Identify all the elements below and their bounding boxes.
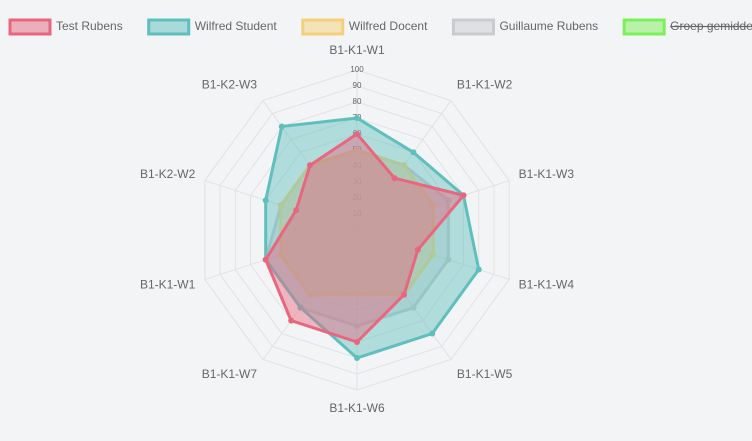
axis-label: B1-K2-W3	[202, 77, 258, 91]
data-point	[262, 256, 269, 263]
data-point	[354, 147, 360, 153]
data-point	[297, 304, 304, 311]
axis-label: B1-K1-W5	[457, 367, 513, 381]
data-point	[414, 246, 421, 253]
legend-swatch	[147, 18, 191, 36]
data-point	[278, 123, 285, 130]
data-point	[460, 192, 467, 199]
data-point	[262, 197, 269, 204]
data-point	[391, 175, 398, 182]
axis-label: B1-K1-W6	[329, 401, 385, 415]
legend-label: Wilfred Student	[195, 19, 278, 33]
legend-label: Test Rubens	[56, 19, 123, 33]
data-point	[410, 149, 417, 156]
data-point	[475, 266, 482, 273]
data-point	[354, 355, 360, 361]
legend-item[interactable]: Wilfred Docent	[301, 18, 428, 36]
axis-label: B1-K1-W7	[202, 367, 258, 381]
data-point	[293, 207, 300, 214]
data-point	[401, 291, 408, 298]
axis-label: B1-K1-W3	[519, 167, 575, 181]
tick-label: 80	[353, 97, 362, 106]
legend-swatch	[8, 18, 52, 36]
axis-label: B1-K1-W4	[519, 277, 575, 291]
axis-label: B1-K1-W2	[457, 77, 513, 91]
legend-item[interactable]: Test Rubens	[8, 18, 123, 36]
data-point	[401, 162, 408, 169]
data-point	[354, 131, 360, 137]
data-point	[354, 291, 360, 297]
data-point	[430, 202, 437, 209]
data-point	[445, 197, 452, 204]
legend-swatch	[451, 18, 495, 36]
tick-label: 40	[353, 161, 362, 170]
tick-label: 30	[353, 177, 362, 186]
data-point	[410, 304, 417, 311]
tick-label: 20	[353, 193, 362, 202]
tick-label: 100	[350, 65, 364, 74]
legend-label: Guillaume Rubens	[499, 19, 598, 33]
legend-item[interactable]: Wilfred Student	[147, 18, 278, 36]
data-point	[430, 251, 437, 258]
data-point	[288, 317, 295, 324]
legend-item[interactable]: Guillaume Rubens	[451, 18, 598, 36]
data-point	[429, 330, 436, 337]
data-point	[354, 323, 360, 329]
data-point	[354, 115, 360, 121]
axis-label: B1-K1-W1	[140, 277, 196, 291]
data-point	[277, 251, 284, 258]
tick-label: 10	[353, 209, 362, 218]
data-point	[277, 202, 284, 209]
legend-label: Wilfred Docent	[349, 19, 428, 33]
legend-swatch	[301, 18, 345, 36]
legend-item[interactable]: Groep gemiddelde	[622, 18, 752, 36]
tick-label: 90	[353, 81, 362, 90]
axis-label: B1-K1-W1	[329, 43, 385, 57]
axis-label: B1-K2-W2	[140, 167, 196, 181]
data-point	[354, 339, 360, 345]
legend-label: Groep gemiddelde	[670, 19, 752, 33]
legend-swatch	[622, 18, 666, 36]
data-point	[445, 256, 452, 263]
data-point	[306, 162, 313, 169]
data-point	[306, 291, 313, 298]
